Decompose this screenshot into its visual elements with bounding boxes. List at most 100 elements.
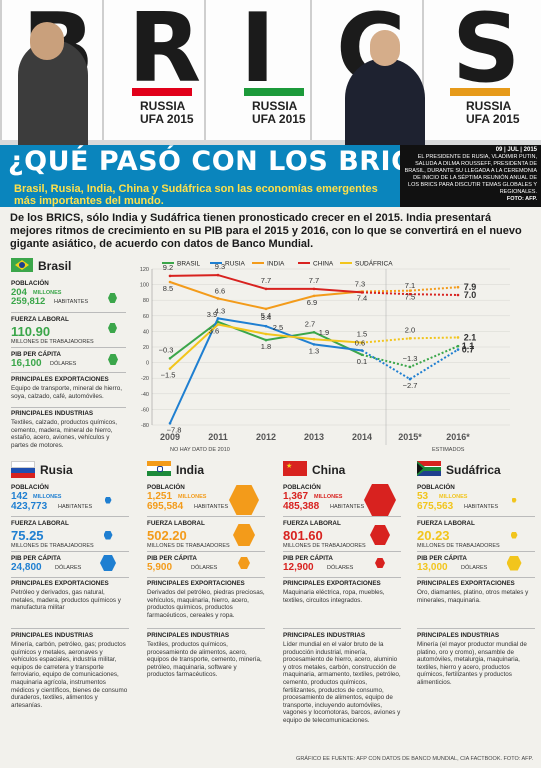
chart-note-right: ESTIMADOS — [432, 447, 465, 453]
y-tick-label: 60 — [143, 314, 149, 320]
divider — [11, 372, 126, 373]
y-tick-label: 120 — [140, 267, 149, 273]
export-text: Equipo de transporte, mineral de hierro,… — [11, 385, 122, 400]
data-label: 2.1 — [464, 332, 477, 342]
hero-letter-r: R — [128, 0, 202, 104]
divider — [147, 516, 265, 517]
divider — [11, 407, 126, 408]
data-point — [216, 297, 220, 300]
data-point — [264, 332, 268, 336]
divider — [11, 516, 129, 517]
hero-color-bar — [450, 88, 510, 96]
data-point — [216, 317, 220, 320]
export-text: Maquinaria eléctrica, ropa, muebles, tex… — [283, 589, 385, 604]
x-tick-label: 2009 — [160, 432, 180, 442]
industrias-text: Textiles, productos químicos, procesamie… — [147, 641, 262, 679]
data-point — [360, 349, 364, 352]
y-tick-label: -20 — [141, 376, 149, 382]
gdp-line-chart: -80 -60 -40 -20 0 20 40 60 80 100 120 BRASIL RUSIA I… — [130, 255, 534, 455]
data-label: 1.5 — [357, 330, 367, 339]
south-africa-flag-icon — [417, 461, 441, 476]
fuerza-value: 502.20 — [147, 528, 187, 543]
data-point — [408, 289, 412, 292]
hero-letter-s: S — [452, 0, 521, 104]
fuerza-value: 75.25 — [11, 528, 44, 543]
data-point — [168, 280, 172, 284]
pib-value: 16,100 — [11, 358, 42, 369]
india-box: India POBLACIÓN 1,251 MILLONES 695,584 H… — [136, 458, 270, 748]
data-label: 7.5 — [405, 293, 415, 302]
photo-caption: 09 | JUL | 2015 EL PRESIDENTE DE RUSIA, … — [400, 145, 541, 207]
rusia-box: Rusia POBLACIÓN 142 MILLONES 423,773 HAB… — [0, 458, 134, 748]
fuerza-label: FUERZA LABORAL — [11, 520, 69, 527]
data-label: 0.6 — [355, 338, 365, 347]
data-label: 0.7 — [462, 345, 475, 355]
pib-label: PIB PER CÁPITA — [11, 555, 61, 562]
legend-label: INDIA — [267, 261, 285, 268]
pib-hex-icon — [100, 555, 116, 571]
export-label: PRINCIPALES EXPORTACIONES — [147, 580, 245, 587]
banner-i — [204, 0, 310, 140]
data-point — [216, 323, 220, 326]
brasil-box: Brasil POBLACIÓN 204 MILLONES 259,812 HA… — [0, 255, 128, 450]
caption-photo-credit: FOTO: AFP. — [506, 196, 537, 202]
hero-letter-i: I — [240, 0, 276, 104]
divider — [11, 312, 126, 313]
labor-hex-icon — [370, 525, 390, 545]
divider — [147, 551, 265, 552]
trabajadores-label: MILLONES DE TRABAJADORES — [11, 543, 94, 549]
person-left-head — [30, 22, 64, 60]
data-label: 7.1 — [405, 281, 415, 290]
industrias-text: Textiles, calzado, productos químicos, c… — [11, 419, 118, 449]
fuerza-value: 110.90 — [11, 324, 51, 339]
data-point — [312, 294, 316, 298]
legend-label: SUDÁFRICA — [355, 259, 393, 268]
fuerza-label: FUERZA LABORAL — [147, 520, 205, 527]
data-point — [168, 367, 172, 370]
y-tick-label: 100 — [140, 283, 149, 289]
poblacion-label: POBLACIÓN — [417, 484, 455, 491]
data-label: 8.5 — [163, 284, 173, 293]
y-tick-label: -40 — [141, 392, 149, 398]
habitantes-label: HABITANTES — [330, 504, 365, 510]
brazil-flag-icon — [11, 258, 33, 272]
pib-value: 5,900 — [147, 562, 173, 573]
x-tick-label: 2012 — [256, 432, 276, 442]
data-label: 3.4 — [261, 313, 271, 322]
data-point — [456, 293, 460, 297]
data-point — [168, 421, 172, 425]
industrias-text: Líder mundial en el valor bruto de la pr… — [283, 641, 401, 724]
data-label: 7.0 — [464, 290, 477, 300]
pib-hex-icon — [506, 555, 522, 571]
millones-label: MILLONES — [33, 494, 62, 500]
pop-habitants: 675,563 — [417, 501, 454, 512]
habitantes-label: HABITANTES — [464, 504, 499, 510]
pop-habitants: 259,812 — [11, 296, 46, 307]
y-tick-label: 80 — [143, 298, 149, 304]
data-point — [456, 336, 460, 339]
x-tick-label: 2015* — [398, 432, 422, 442]
labor-hex-icon — [103, 530, 113, 540]
divider — [283, 516, 401, 517]
divider — [417, 516, 535, 517]
poblacion-label: POBLACIÓN — [11, 280, 49, 287]
x-tick-label: 2014 — [352, 432, 372, 442]
data-label: 9.2 — [163, 263, 173, 272]
data-label: −1.5 — [161, 371, 176, 380]
fuerza-label: FUERZA LABORAL — [417, 520, 475, 527]
hero-color-bar — [132, 88, 192, 96]
y-tick-label: -60 — [141, 407, 149, 413]
dolares-label: DÓLARES — [50, 361, 77, 367]
pib-label: PIB PER CÁPITA — [417, 555, 467, 562]
poblacion-label: POBLACIÓN — [147, 484, 185, 491]
data-label: 7.7 — [261, 276, 271, 285]
data-point — [408, 365, 412, 369]
labor-hex-icon — [233, 524, 255, 546]
pib-value: 24,800 — [11, 562, 42, 573]
pib-value: 13,000 — [417, 562, 448, 573]
dolares-label: DÓLARES — [327, 565, 354, 571]
millones-label: MILLONES — [314, 494, 343, 500]
divider — [147, 628, 265, 629]
divider — [283, 577, 401, 578]
pib-label: PIB PER CÁPITA — [11, 351, 61, 358]
